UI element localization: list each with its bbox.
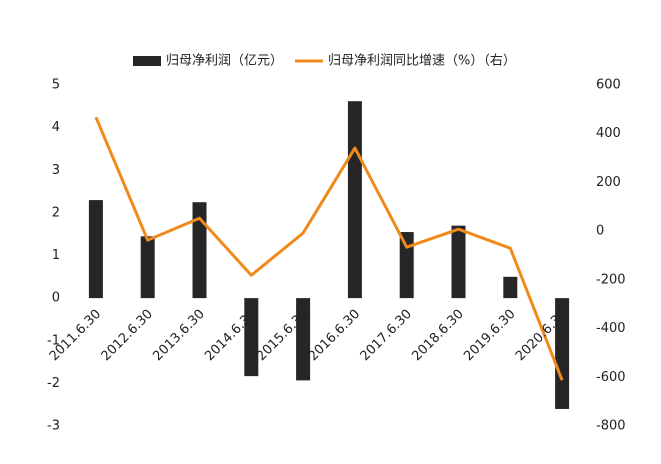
bar (192, 202, 207, 299)
y2-tick-label: 200 (596, 175, 621, 190)
y2-tick-label: -800 (596, 419, 626, 434)
y2-tick-label: 400 (596, 126, 621, 141)
legend-swatch (133, 56, 161, 66)
x-tick-label: 2012.6.30 (99, 307, 156, 364)
bar (451, 225, 466, 299)
y2-tick-label: -400 (596, 321, 626, 336)
y2-tick-label: 0 (596, 224, 604, 239)
x-tick-label: 2017.6.30 (358, 307, 415, 364)
bar (503, 276, 518, 299)
bar (88, 200, 103, 299)
legend-label: 归母净利润（亿元） (166, 54, 283, 69)
y-tick-label: 5 (52, 78, 60, 93)
bar (399, 232, 414, 299)
bar (244, 298, 259, 377)
y-tick-label: 3 (52, 163, 60, 178)
line (94, 116, 564, 381)
y-tick-label: 4 (52, 120, 60, 135)
bar (140, 236, 155, 299)
y-tick-label: -2 (47, 376, 60, 391)
y-tick-label: 0 (52, 291, 60, 306)
x-tick-label: 2013.6.30 (150, 307, 207, 364)
y2-tick-label: -600 (596, 370, 626, 385)
legend-label: 归母净利润同比增速（%）（右） (328, 54, 516, 69)
y-tick-label: 2 (52, 205, 60, 220)
y2-tick-label: -200 (596, 272, 626, 287)
x-tick-label: 2016.6.30 (306, 307, 363, 364)
bar (555, 298, 570, 409)
x-tick-label: 2019.6.30 (461, 307, 518, 364)
y-tick-label: 1 (52, 248, 60, 263)
x-tick-label: 2018.6.30 (409, 307, 466, 364)
y-tick-label: -3 (47, 419, 60, 434)
y2-tick-label: 600 (596, 78, 621, 93)
bar (347, 101, 362, 299)
y-tick-label: -1 (47, 333, 60, 348)
bar (296, 298, 311, 381)
